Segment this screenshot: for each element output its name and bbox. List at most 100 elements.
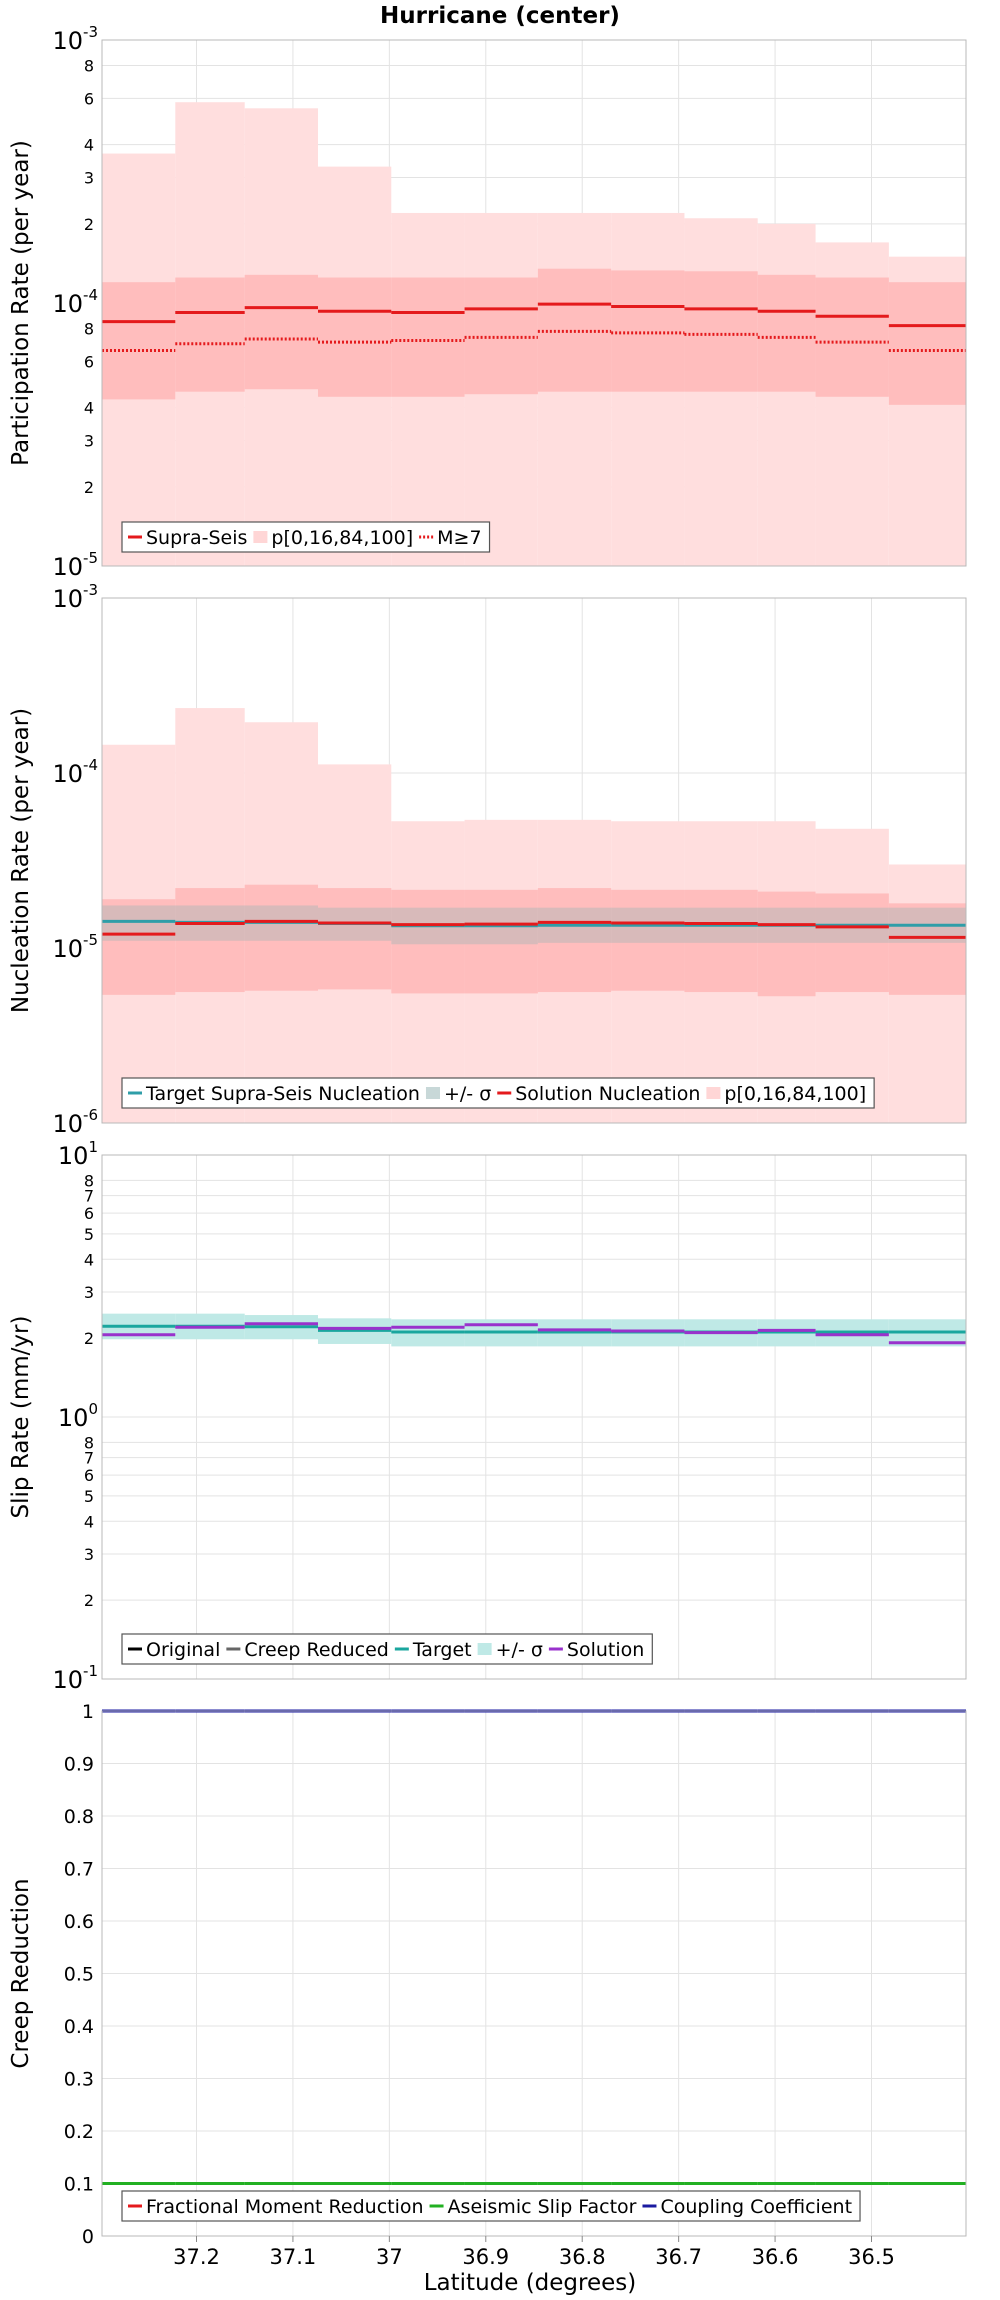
legend: Supra-Seis p[0,16,84,100] M≥7 <box>121 521 491 553</box>
y-tick-label: 10-4 <box>52 286 98 318</box>
legend-label: Coupling Coefficient <box>660 2196 852 2218</box>
legend-label: Solution Nucleation <box>515 1083 700 1105</box>
x-tick-label: 36.7 <box>655 2245 702 2269</box>
legend-box <box>121 1633 653 1665</box>
band-0-segment <box>684 218 758 566</box>
panel-creep: 0 0.1 0.2 0.3 0.4 0.5 0.6 0.7 0.8 0.9 1 Creep Reduc… <box>8 1701 967 2248</box>
y-tick-label: 10-5 <box>52 549 98 581</box>
y-tick-label: 1 <box>82 1701 94 1723</box>
legend-swatch <box>706 1087 721 1099</box>
y-tick-label: 2 <box>84 478 94 497</box>
x-tick-label: 36.6 <box>752 2245 799 2269</box>
y-tick-label: 0.6 <box>64 1911 94 1933</box>
x-tick-label: 36.9 <box>462 2245 509 2269</box>
y-tick-label: 2 <box>84 1591 94 1610</box>
y-tick-label: 7 <box>84 1449 94 1468</box>
y-tick-label: 3 <box>84 169 94 188</box>
band-1-segment <box>175 277 245 392</box>
y-tick-label: 6 <box>84 1204 94 1223</box>
panel-nucleation: 10-6 10-5 10-4 10-3 Nucleation Rate (per yea… <box>8 581 967 1138</box>
legend-swatch <box>425 1087 440 1099</box>
legend-swatch <box>477 1643 492 1655</box>
plot-frame <box>101 1154 967 1680</box>
y-tick-label: 6 <box>84 352 94 371</box>
figure-title: Hurricane (center) <box>380 3 620 29</box>
y-tick-label: 0.8 <box>64 1806 94 1828</box>
y-tick-label: 8 <box>84 1171 94 1190</box>
band-1-segment <box>757 891 816 997</box>
y-tick-label: 5 <box>84 1487 94 1506</box>
legend-box <box>121 2190 861 2222</box>
series-supra-seis <box>102 302 966 328</box>
band-1-segment <box>757 274 816 392</box>
y-tick-label: 4 <box>84 1250 94 1269</box>
y-tick-label: 2 <box>84 1329 94 1348</box>
y-tick-label: 5 <box>84 1225 94 1244</box>
y-tick-label: 8 <box>84 56 94 75</box>
x-tick-label: 37.2 <box>173 2245 220 2269</box>
y-tick-label: 101 <box>58 1138 98 1170</box>
legend-label: Aseismic Slip Factor <box>448 2196 637 2218</box>
y-tick-label: 0.7 <box>64 1859 94 1881</box>
series-solution <box>102 1322 966 1345</box>
band-1-segment <box>391 277 465 397</box>
y-tick-label: 0.2 <box>64 2121 94 2143</box>
y-tick-label: 0.4 <box>64 2016 94 2038</box>
legend-swatch <box>253 531 268 543</box>
y-tick-label: 8 <box>84 1433 94 1452</box>
y-axis-label: Nucleation Rate (per year) <box>8 708 34 1013</box>
y-tick-label: 8 <box>84 319 94 338</box>
x-tick-label: 37 <box>376 2245 403 2269</box>
legend-label: p[0,16,84,100] <box>724 1083 866 1105</box>
y-tick-label: 10-4 <box>52 756 98 788</box>
y-tick-label: 4 <box>84 136 94 155</box>
y-tick-label: 0.5 <box>64 1964 94 1986</box>
y-tick-label: 2 <box>84 215 94 234</box>
legend-label: Creep Reduced <box>244 1639 388 1661</box>
y-tick-label: 100 <box>58 1400 98 1432</box>
y-tick-label: 10-5 <box>52 931 98 963</box>
legend: Original Creep Reduced Target +/- σ Solution <box>121 1633 653 1665</box>
y-tick-label: 6 <box>84 89 94 108</box>
band-1-segment <box>102 282 176 400</box>
plot-frame <box>101 1710 967 2237</box>
series-solution-nucleation <box>102 919 966 939</box>
y-tick-label: 0.3 <box>64 2069 94 2091</box>
band-1-segment <box>318 277 392 397</box>
band-1-segment <box>815 277 889 397</box>
band-1-segment <box>611 270 685 392</box>
band-1-segment <box>888 282 966 405</box>
y-tick-label: 10-6 <box>52 1106 98 1138</box>
y-tick-label: 10-1 <box>52 1662 98 1694</box>
y-tick-label: 7 <box>84 1187 94 1206</box>
y-tick-label: 4 <box>84 1512 94 1531</box>
y-tick-label: 3 <box>84 1545 94 1564</box>
series-m-7 <box>102 329 966 352</box>
band-1-segment <box>464 277 538 395</box>
y-tick-label: 0.1 <box>64 2174 94 2196</box>
x-axis-label: Latitude (degrees) <box>424 2270 637 2296</box>
x-tick-label: 36.8 <box>559 2245 606 2269</box>
y-tick-label: 10-3 <box>52 23 98 55</box>
legend-label: Solution <box>567 1639 644 1661</box>
y-tick-label: 0 <box>82 2226 94 2248</box>
y-tick-label: 4 <box>84 399 94 418</box>
legend-label: p[0,16,84,100] <box>271 527 413 549</box>
legend-label: Fractional Moment Reduction <box>146 2196 424 2218</box>
x-tick-label: 36.5 <box>848 2245 895 2269</box>
legend-label: Original <box>146 1639 220 1661</box>
y-tick-label: 0.9 <box>64 1754 94 1776</box>
legend-label: +/- σ <box>496 1639 543 1661</box>
y-tick-label: 3 <box>84 1283 94 1302</box>
y-tick-label: 10-3 <box>52 581 98 613</box>
band-1-segment <box>684 271 758 392</box>
y-axis-label: Slip Rate (mm/yr) <box>8 1316 34 1519</box>
legend: Fractional Moment Reduction Aseismic Slip… <box>121 2190 861 2222</box>
y-axis-label: Participation Rate (per year) <box>8 140 34 466</box>
y-tick-label: 6 <box>84 1466 94 1485</box>
legend: Target Supra-Seis Nucleation +/- σ Solutio… <box>121 1077 875 1109</box>
legend-label: Supra-Seis <box>146 527 247 549</box>
